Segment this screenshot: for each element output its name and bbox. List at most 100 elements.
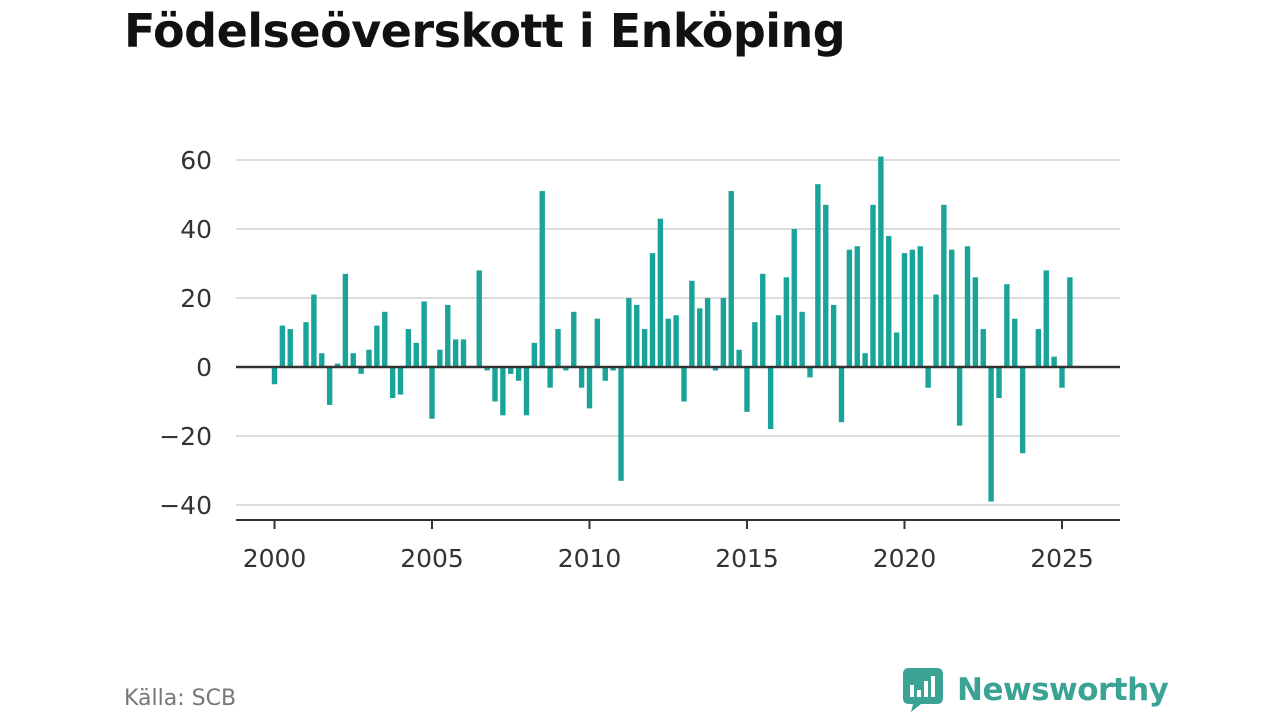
- x-tick-label: 2010: [558, 544, 622, 573]
- bar: [1035, 329, 1042, 367]
- bar: [429, 367, 435, 419]
- bar: [767, 367, 774, 430]
- bar: [901, 253, 908, 367]
- bar: [799, 311, 805, 367]
- bar: [1019, 367, 1026, 454]
- bar: [397, 367, 404, 395]
- gridlines: [236, 159, 1120, 506]
- bar: [492, 367, 498, 402]
- y-tick-label: 40: [180, 215, 212, 244]
- y-tick-label: −40: [159, 491, 212, 520]
- x-tick-label: 2015: [715, 544, 779, 573]
- bar: [271, 367, 278, 385]
- bar: [460, 339, 467, 367]
- bar: [382, 311, 388, 367]
- y-tick-labels: −40 −20 0 20 40 60: [159, 146, 212, 520]
- bar: [878, 156, 884, 367]
- bar: [1043, 270, 1049, 367]
- bar: [389, 367, 396, 399]
- bar: [405, 329, 412, 367]
- bar: [736, 349, 742, 367]
- bar: [342, 273, 349, 367]
- bar: [838, 367, 845, 423]
- bar: [689, 280, 695, 367]
- brand-name: Newsworthy: [957, 672, 1169, 708]
- bar: [366, 349, 372, 367]
- bar: [571, 311, 577, 367]
- bar: [626, 298, 632, 367]
- newsworthy-logo-icon: [903, 668, 943, 712]
- bar: [760, 273, 766, 367]
- bar: [287, 329, 293, 367]
- bar: [846, 249, 853, 367]
- bar: [413, 342, 419, 367]
- bar: [673, 315, 679, 367]
- bar: [326, 367, 333, 405]
- bar: [563, 367, 569, 371]
- bar: [539, 191, 545, 367]
- bar: [358, 367, 364, 374]
- bar: [870, 204, 876, 367]
- bar: [500, 367, 506, 416]
- x-tick-label: 2005: [400, 544, 464, 573]
- bar: [523, 367, 530, 416]
- x-tick-label: 2020: [873, 544, 937, 573]
- bar: [1059, 367, 1065, 388]
- bar: [602, 367, 608, 381]
- bar: [555, 329, 561, 367]
- bar: [996, 367, 1002, 399]
- bar: [311, 294, 317, 367]
- source-note: Källa: SCB: [124, 686, 237, 711]
- bar: [350, 353, 356, 367]
- y-tick-label: 20: [180, 284, 212, 313]
- x-tick-label: 2025: [1030, 544, 1094, 573]
- bar: [712, 367, 719, 371]
- bar: [728, 191, 734, 367]
- bar: [1012, 318, 1018, 367]
- bar: [752, 322, 758, 367]
- bar: [783, 277, 790, 367]
- bar: [594, 318, 601, 367]
- x-tick-label: 2000: [243, 544, 307, 573]
- bar: [791, 229, 797, 367]
- bar: [452, 339, 459, 367]
- bar: [279, 325, 286, 367]
- bar: [374, 325, 380, 367]
- bar: [925, 367, 931, 388]
- bar: [445, 304, 451, 367]
- bar: [933, 294, 939, 367]
- x-tick-labels: 2000 2005 2010 2015 2020 2025: [243, 544, 1094, 573]
- bar: [744, 367, 750, 412]
- bar: [665, 318, 671, 367]
- bar: [988, 367, 994, 502]
- bar: [649, 253, 656, 367]
- bar: [334, 363, 341, 367]
- bar: [917, 246, 923, 367]
- bar: [547, 367, 553, 388]
- bar: [586, 367, 593, 409]
- bar: [815, 184, 821, 367]
- bar: [862, 353, 868, 367]
- brand-logo: Newsworthy: [903, 668, 1169, 712]
- y-tick-label: 0: [196, 353, 212, 382]
- chart-title: Födelseöverskott i Enköping: [124, 4, 846, 58]
- axes: [236, 365, 1120, 529]
- bar: [319, 353, 325, 367]
- bar: [980, 329, 986, 367]
- bar: [854, 246, 860, 367]
- bar: [681, 367, 687, 402]
- y-tick-label: 60: [180, 146, 212, 175]
- bar: [893, 332, 900, 367]
- bar: [949, 249, 955, 367]
- bar: [886, 235, 892, 367]
- bar: [972, 277, 979, 367]
- bar: [909, 249, 916, 367]
- bar: [610, 367, 616, 371]
- bars: [271, 156, 1073, 502]
- bar: [476, 270, 482, 367]
- bar: [657, 218, 664, 367]
- bar: [830, 304, 837, 367]
- bar: [421, 301, 427, 367]
- bar: [484, 367, 490, 371]
